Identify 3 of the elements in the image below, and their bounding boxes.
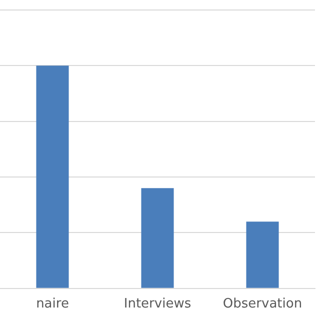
x-tick-label: naire xyxy=(36,296,69,312)
x-tick-label: Observation xyxy=(222,296,302,312)
x-tick-label: Interviews xyxy=(124,296,192,312)
